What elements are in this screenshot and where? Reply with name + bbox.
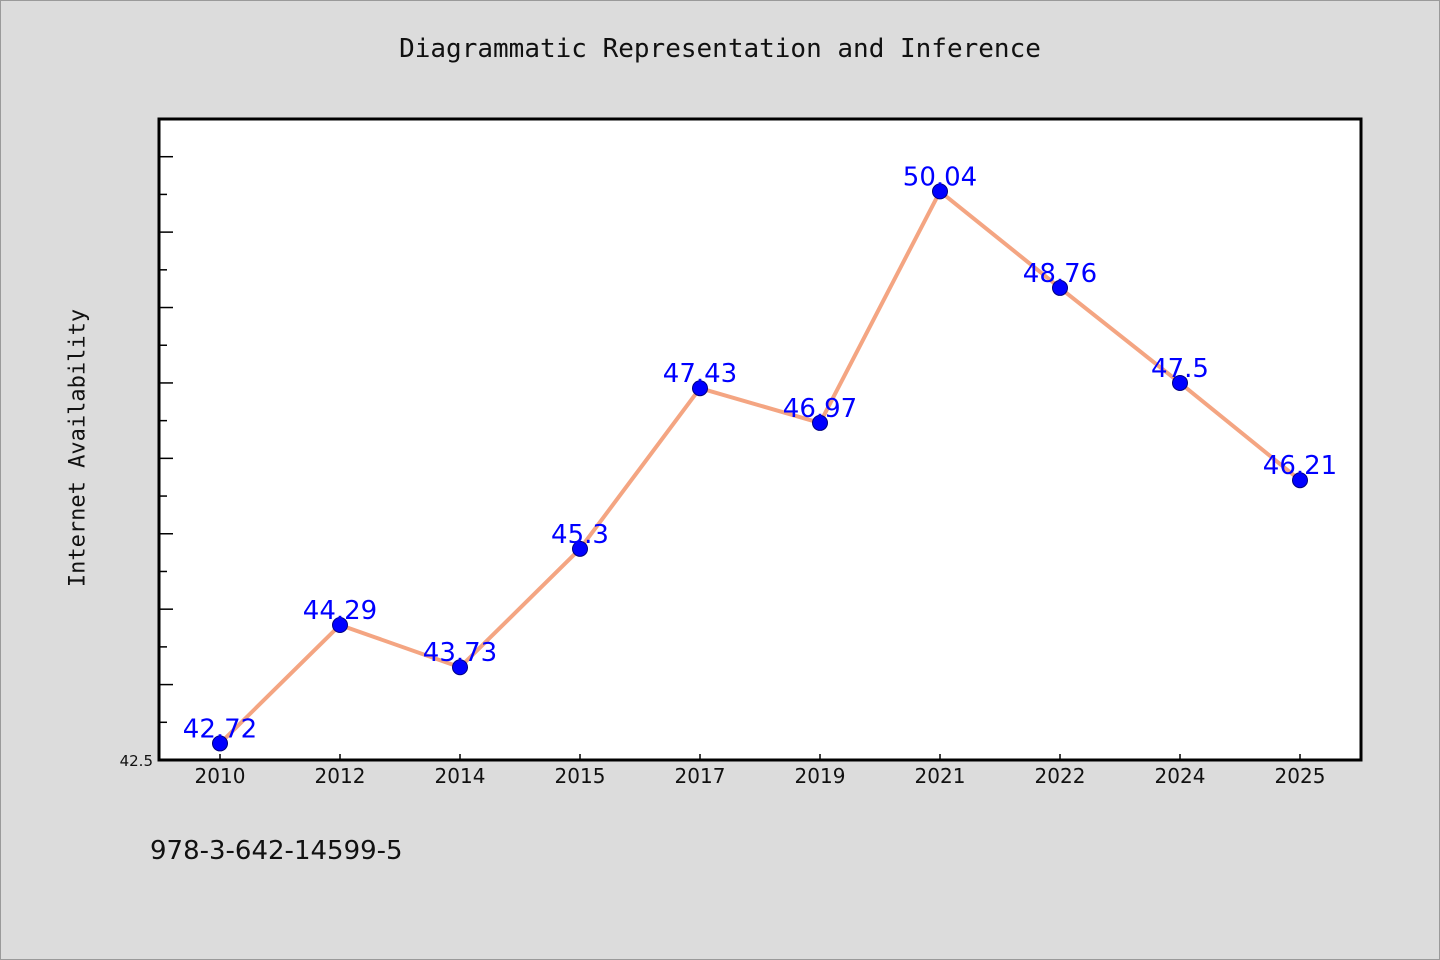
data-label: 46.21 xyxy=(1263,451,1337,481)
x-tick-label: 2025 xyxy=(1275,764,1326,788)
y-tick-label: 42.5 xyxy=(120,752,153,770)
series-line xyxy=(218,189,1302,745)
x-tick-label: 2014 xyxy=(435,764,486,788)
data-label: 43.73 xyxy=(423,638,497,668)
footer-isbn: 978-3-642-14599-5 xyxy=(150,836,403,866)
x-tick-label: 2010 xyxy=(195,764,246,788)
data-label: 47.43 xyxy=(663,359,737,389)
data-point xyxy=(572,540,588,557)
x-tick-label: 2022 xyxy=(1035,764,1086,788)
data-point xyxy=(212,735,228,752)
chart-title: Diagrammatic Representation and Inferenc… xyxy=(399,34,1041,64)
x-tick-label: 2024 xyxy=(1155,764,1206,788)
data-point xyxy=(692,380,708,397)
data-label: 44.29 xyxy=(303,596,377,626)
data-label: 48.76 xyxy=(1023,259,1097,289)
plot-area xyxy=(157,117,1363,762)
data-point xyxy=(812,414,828,431)
data-point xyxy=(452,659,468,676)
data-point xyxy=(332,617,348,634)
data-point xyxy=(1172,374,1188,391)
x-tick-label: 2012 xyxy=(315,764,366,788)
x-tick-label: 2021 xyxy=(915,764,966,788)
data-label: 45.3 xyxy=(551,520,609,550)
x-tick-label: 2017 xyxy=(675,764,726,788)
data-point xyxy=(1292,472,1308,489)
data-label: 47.5 xyxy=(1151,354,1209,384)
x-tick-label: 2015 xyxy=(555,764,606,788)
series-group: 42.72 44.29 43.73 45.3 47.43 46.97 50.04 48.76 4… xyxy=(183,162,1337,752)
data-label: 42.72 xyxy=(183,714,257,744)
data-point xyxy=(932,183,948,200)
data-label: 50.04 xyxy=(903,162,977,192)
data-label: 46.97 xyxy=(783,394,857,424)
x-tick-label: 2019 xyxy=(795,764,846,788)
y-axis-ticks: 42.5 xyxy=(120,118,173,770)
x-axis-ticks: 2010 2012 2014 2015 2017 2019 2021 2022 2024 2025 xyxy=(195,754,1326,788)
data-point xyxy=(1052,279,1068,296)
